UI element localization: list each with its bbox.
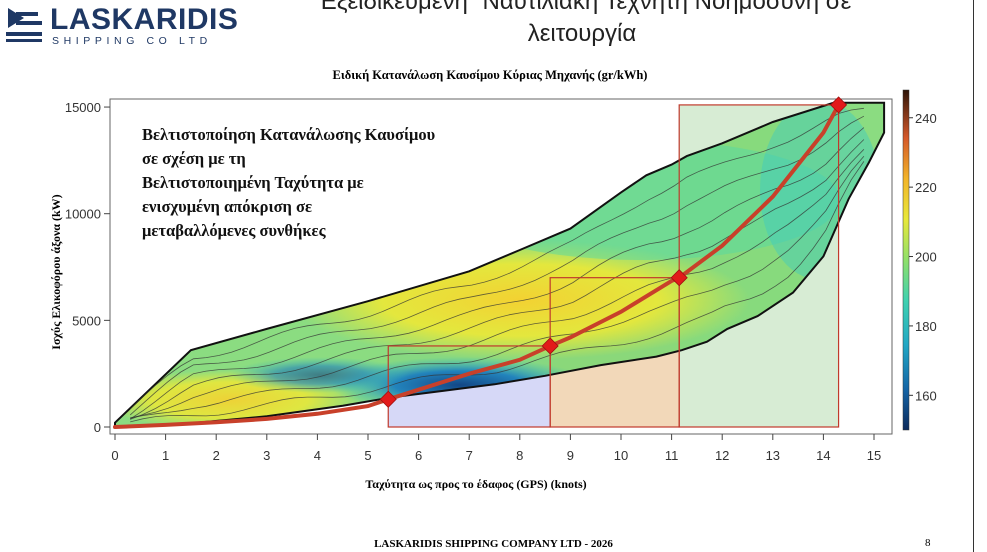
x-axis-ticks: 0 1 2 3 4 5 6 7 8 9 10 11 12 13 14 15 <box>111 434 881 463</box>
region-border-3 <box>678 104 840 428</box>
x-tick-label: 6 <box>415 448 422 463</box>
logo-subtitle: SHIPPING CO LTD <box>52 35 212 47</box>
annotation-line: σε σχέση με τη <box>142 149 246 168</box>
contour-line-5 <box>129 127 865 420</box>
x-tick-label: 1 <box>162 448 169 463</box>
x-tick-label: 10 <box>614 448 628 463</box>
contour-line-1 <box>130 161 865 423</box>
contour-line-3 <box>130 149 865 419</box>
x-axis-label: Ταχύτητα ως προς το έδαφος (GPS) (knots) <box>365 477 586 491</box>
optimal-speed-curve <box>113 102 841 429</box>
chart-title: Ειδική Κατανάλωση Καυσίμου Κύριας Μηχανή… <box>333 68 648 82</box>
annotation-line: Βελτιστοποίηση Κατανάλωσης Καυσίμου <box>142 125 435 144</box>
x-tick-label: 9 <box>567 448 574 463</box>
logo-name: LASKARIDIS <box>50 3 239 36</box>
x-tick-label: 3 <box>263 448 270 463</box>
optimal-points <box>379 96 848 408</box>
x-tick-label: 2 <box>213 448 220 463</box>
heat-zone-left-blue <box>230 357 410 393</box>
y-axis-label: Ισχύς Ελικοφόρου άξονα (kW) <box>49 194 63 349</box>
logo-mark-icon <box>6 8 42 42</box>
y-tick-label: 15000 <box>65 100 101 115</box>
x-tick-label: 4 <box>314 448 321 463</box>
x-tick-label: 12 <box>715 448 729 463</box>
company-logo: LASKARIDIS SHIPPING CO LTD <box>2 2 238 48</box>
chart-annotation: Βελτιστοποίηση Κατανάλωσης Καυσίμου σε σχ… <box>142 125 435 240</box>
contour-line-7 <box>129 107 864 410</box>
contour-line-6 <box>129 115 865 416</box>
colorbar-tick-label: 240 <box>915 111 937 126</box>
contour-lines <box>129 107 865 423</box>
x-tick-label: 14 <box>816 448 830 463</box>
annotation-line: ενισχυμένη απόκριση σε <box>142 197 312 216</box>
colorbar-tick-label: 180 <box>915 319 937 334</box>
x-tick-label: 8 <box>516 448 523 463</box>
page-number: 8 <box>925 537 931 549</box>
y-tick-label: 5000 <box>72 313 101 328</box>
y-tick-label: 0 <box>94 420 101 435</box>
footer-company: LASKARIDIS SHIPPING COMPANY LTD - 2026 <box>374 538 613 550</box>
divider-line <box>973 0 974 552</box>
x-tick-label: 0 <box>111 448 118 463</box>
colorbar-tick-label: 160 <box>915 388 937 403</box>
x-tick-label: 11 <box>665 448 679 463</box>
colorbar-ticks: 160 180 200 220 240 <box>909 111 937 403</box>
annotation-line: Βελτιστοποιημένη Ταχύτητα με <box>142 173 364 192</box>
y-tick-label: 10000 <box>65 207 101 222</box>
annotation-line: μεταβαλλόμενες συνθήκες <box>142 221 327 240</box>
x-tick-label: 15 <box>867 448 881 463</box>
contour-line-2 <box>130 155 865 419</box>
x-tick-label: 5 <box>364 448 371 463</box>
optimal-point-marker <box>670 269 688 287</box>
colorbar-tick-label: 220 <box>915 180 937 195</box>
x-tick-label: 13 <box>766 448 780 463</box>
y-axis-ticks: 0 5000 10000 15000 <box>65 100 110 435</box>
colorbar-tick-label: 200 <box>915 250 937 265</box>
x-tick-label: 7 <box>466 448 473 463</box>
optimal-point-marker <box>379 390 397 408</box>
colorbar <box>902 89 910 431</box>
slide-title: “Εξειδικευμένη” Ναυτιλιακή Τεχνητή Νοημο… <box>312 0 852 47</box>
optimal-point-marker <box>830 96 848 114</box>
optimal-point-marker <box>541 337 559 355</box>
